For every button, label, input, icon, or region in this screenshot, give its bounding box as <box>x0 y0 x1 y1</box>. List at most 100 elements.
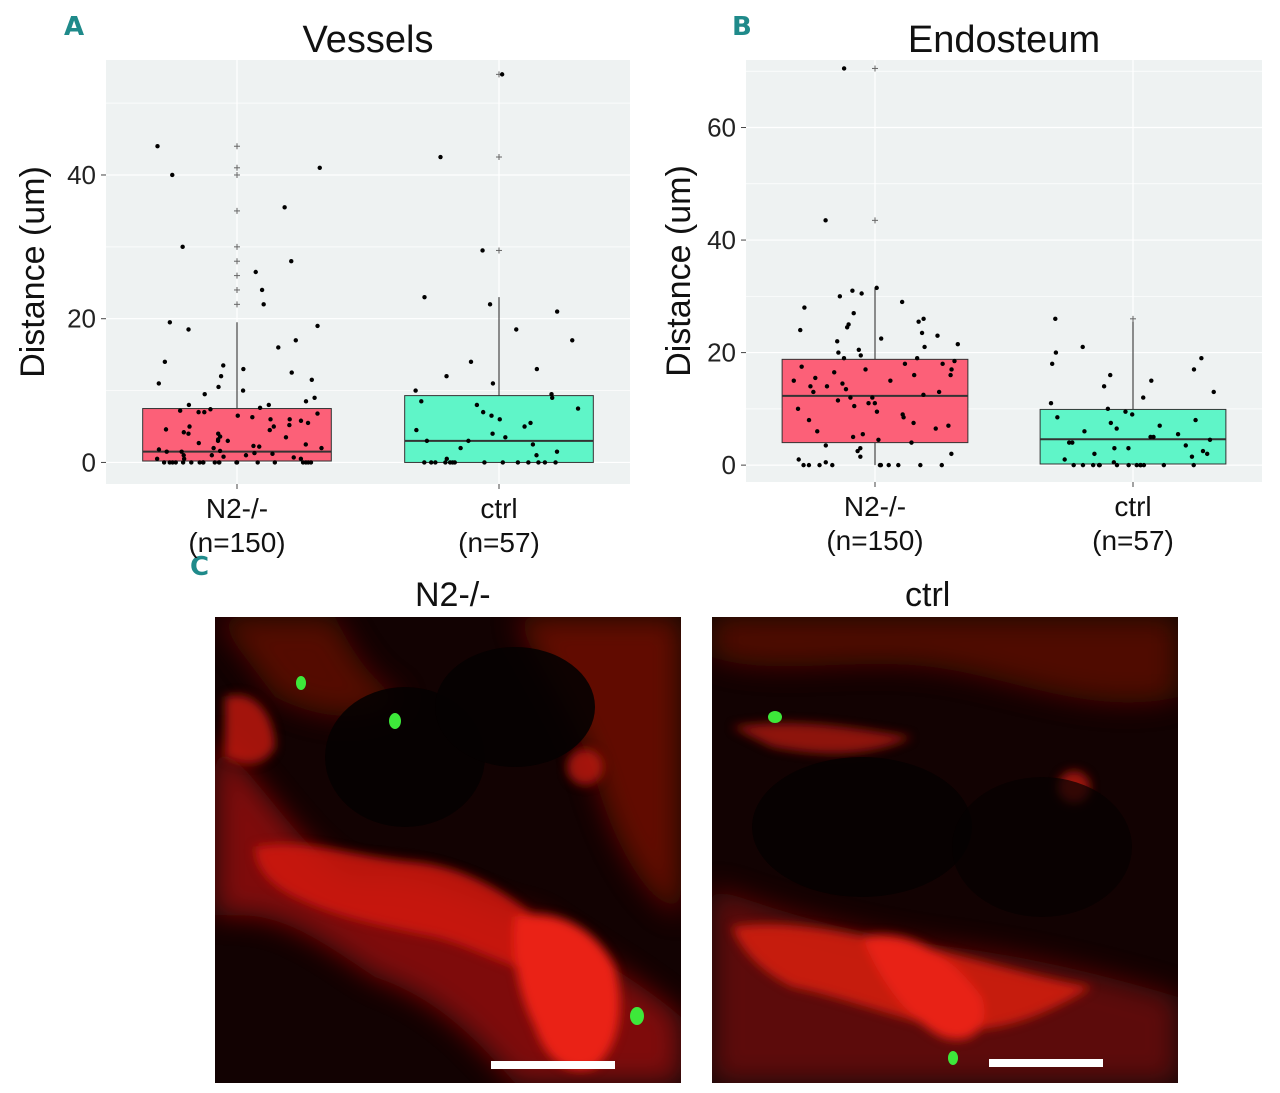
x-category-label: ctrl <box>1114 491 1151 522</box>
data-point <box>414 427 419 433</box>
data-point <box>216 384 221 390</box>
data-point <box>949 367 954 372</box>
data-point <box>181 430 187 435</box>
data-point <box>848 395 853 400</box>
data-point <box>835 339 840 344</box>
data-point <box>1055 415 1060 420</box>
data-point <box>823 460 828 465</box>
data-point <box>181 456 187 462</box>
data-point <box>221 363 226 368</box>
data-point <box>1138 462 1144 468</box>
data-point <box>1066 440 1072 445</box>
data-point <box>909 440 914 445</box>
data-point <box>935 333 940 338</box>
data-point <box>447 460 453 465</box>
data-point <box>234 460 239 465</box>
data-point <box>200 460 206 465</box>
data-point <box>291 455 296 460</box>
data-point <box>154 456 160 462</box>
data-point <box>1191 462 1196 468</box>
data-point <box>796 457 801 462</box>
image-title-n2: N2-/- <box>415 576 491 614</box>
data-point <box>458 445 463 451</box>
data-point <box>835 398 841 403</box>
y-axis-label: Distance (um) <box>14 166 52 378</box>
data-point <box>952 358 957 364</box>
data-point <box>261 302 266 307</box>
data-point <box>156 447 162 452</box>
data-point <box>798 327 803 333</box>
data-point <box>164 449 169 454</box>
data-point <box>287 417 292 422</box>
data-point <box>528 420 533 426</box>
data-point <box>163 427 169 432</box>
vessels-chart: 0 20 40 Distance (um) Vessels N2-/-(n=150) ctr… <box>14 19 630 558</box>
data-point <box>419 399 424 404</box>
data-point <box>955 341 961 347</box>
data-point <box>824 384 830 389</box>
data-point <box>1114 462 1120 468</box>
data-point <box>266 402 271 408</box>
data-point <box>575 406 581 411</box>
data-point <box>308 460 314 465</box>
data-point <box>1090 462 1096 468</box>
data-point <box>856 347 862 352</box>
data-point <box>413 388 418 393</box>
data-point <box>490 431 495 436</box>
data-point <box>268 417 273 422</box>
data-point <box>886 462 891 468</box>
data-point <box>293 338 298 343</box>
data-point <box>1126 462 1131 468</box>
data-point <box>911 420 916 426</box>
data-point <box>526 460 531 465</box>
data-point <box>554 309 560 314</box>
data-point <box>251 443 256 449</box>
data-point <box>225 438 230 444</box>
data-point <box>899 299 905 305</box>
data-point <box>433 460 438 465</box>
panel-letter-c: C <box>190 552 210 582</box>
image-title-ctrl: ctrl <box>905 576 951 614</box>
data-point <box>1204 451 1210 457</box>
data-point <box>900 412 905 417</box>
data-point <box>319 445 324 451</box>
data-point <box>276 345 281 350</box>
data-point <box>846 322 851 327</box>
box-ctrl <box>1039 408 1227 465</box>
data-point <box>841 356 847 361</box>
data-point <box>914 356 920 361</box>
data-point <box>870 395 875 400</box>
data-point <box>813 375 818 381</box>
data-point <box>303 460 309 465</box>
data-point <box>1161 462 1167 468</box>
data-point <box>162 359 168 365</box>
data-point <box>429 460 434 465</box>
data-point <box>186 327 191 332</box>
data-point <box>312 395 317 400</box>
data-point <box>240 388 246 393</box>
data-point <box>209 453 215 458</box>
panel-letter-a: A <box>64 12 85 42</box>
data-point <box>497 417 502 422</box>
data-point <box>177 408 183 413</box>
data-point <box>1070 440 1075 445</box>
data-point <box>257 444 262 449</box>
data-point <box>287 422 292 428</box>
data-point <box>801 462 806 468</box>
data-point <box>1189 454 1195 459</box>
data-point <box>948 372 953 378</box>
data-point <box>530 442 536 447</box>
box-N2-/- <box>781 358 969 444</box>
data-point <box>1053 316 1058 322</box>
data-point <box>1157 423 1162 428</box>
data-point <box>1080 344 1085 350</box>
data-point <box>536 460 541 465</box>
data-point <box>514 327 519 332</box>
data-point <box>217 448 223 454</box>
data-point <box>919 330 925 336</box>
panel-letter-b: B <box>732 12 752 42</box>
data-point <box>918 462 923 468</box>
data-point <box>289 370 294 375</box>
data-point <box>1175 431 1181 437</box>
data-point <box>196 440 201 446</box>
